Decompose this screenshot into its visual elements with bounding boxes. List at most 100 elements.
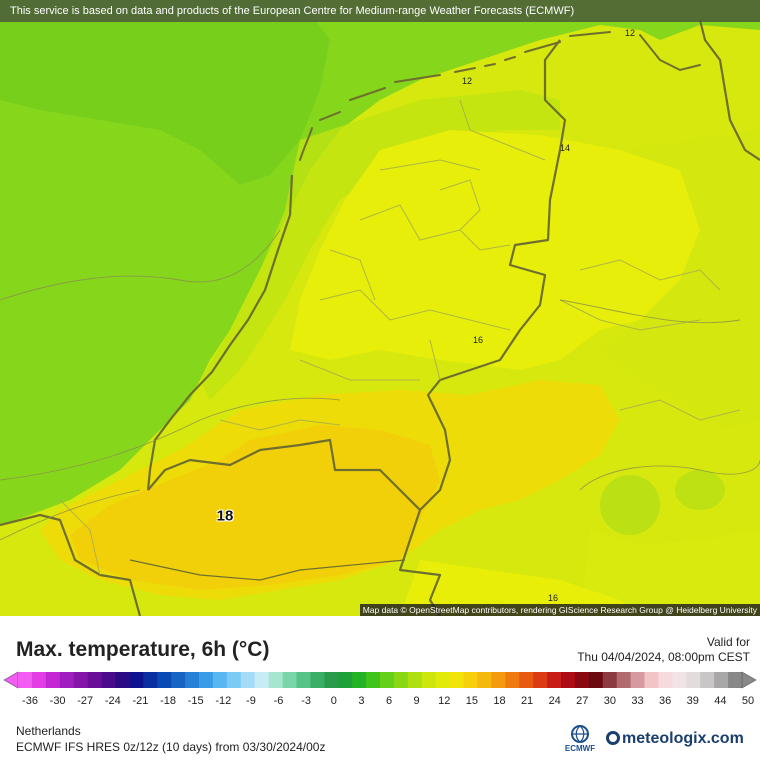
valid-for-label: Valid for [706,635,750,649]
scale-tick-label: -3 [301,695,312,707]
scale-swatch [254,672,270,688]
scale-tick-label: -18 [160,695,177,707]
ecmwf-logo: ECMWF [560,722,600,756]
scale-swatch [115,672,130,688]
scale-tick-label: -15 [187,695,204,707]
scale-swatch [157,672,172,688]
scale-swatch [505,672,520,688]
scale-swatch [728,672,743,688]
scale-swatch [449,672,464,688]
scale-tick-label: 44 [714,695,727,707]
scale-arrow-low [3,671,19,689]
scale-swatch [630,672,645,688]
scale-swatch [87,672,102,688]
scale-tick-label: 30 [603,695,617,707]
scale-swatch [407,672,423,688]
scale-swatch [171,672,186,688]
scale-swatch [338,672,353,688]
scale-swatch [561,672,576,688]
scale-swatch [101,672,116,688]
scale-arrow-high [741,671,757,689]
scale-swatch [574,672,590,688]
legend-title: Max. temperature, 6h (°C) [16,638,270,661]
scale-tick-label: 21 [520,695,534,707]
scale-swatch [226,672,242,688]
scale-swatch [45,672,61,688]
meteologix-brand[interactable]: meteologix.com [606,730,744,748]
scale-swatch [129,672,144,688]
scale-swatch [672,672,687,688]
forecast-map[interactable]: This service is based on data and produc… [0,0,760,616]
scale-swatch [658,672,673,688]
scale-tick-label: -36 [22,695,38,707]
scale-swatch [296,672,311,688]
isotherm-label: 12 [624,28,636,38]
scale-swatch [435,672,451,688]
scale-tick-label: 12 [438,695,451,707]
scale-swatch [533,672,548,688]
scale-tick-label: -6 [273,695,284,707]
scale-swatch [421,672,437,688]
scale-tick-label: -30 [49,695,66,707]
scale-tick-label: 18 [493,695,506,707]
ecmwf-globe-icon [571,725,589,743]
scale-tick-label: 36 [659,695,672,707]
ecmwf-logo-text: ECMWF [564,744,596,753]
scale-swatch [519,672,534,688]
isotherm-label: 16 [472,335,484,345]
map-attribution[interactable]: Map data © OpenStreetMap contributors, r… [359,604,760,616]
scale-swatch [268,672,283,688]
isotherm-label: 16 [547,593,559,603]
scale-swatch [644,672,659,688]
scale-swatch [491,672,506,688]
color-scale-bar [3,671,757,689]
scale-swatch [18,672,33,688]
scale-swatch [185,672,200,688]
scale-tick-label: 15 [465,695,478,707]
meteologix-logo-icon [606,731,620,745]
scale-swatch [477,672,492,688]
scale-tick-label: 9 [413,695,420,707]
scale-swatch [700,672,715,688]
scale-swatch [547,672,562,688]
isotherm-label: 12 [461,76,473,86]
scale-tick-label: 3 [358,695,365,707]
scale-swatch [393,672,409,688]
scale-swatch [714,672,729,688]
scale-swatch [240,672,256,688]
isotherm-label: 14 [559,143,571,153]
scale-swatch [602,672,618,688]
scale-tick-label: -9 [246,695,256,707]
ecmwf-disclaimer-banner: This service is based on data and produc… [0,0,760,22]
scale-swatch [463,672,478,688]
scale-tick-label: -27 [77,695,94,707]
scale-tick-label: 33 [631,695,644,707]
scale-swatch [282,672,297,688]
region-name: Netherlands [16,724,81,738]
meteologix-brand-text: meteologix.com [622,730,744,747]
scale-tick-label: -12 [215,695,232,707]
scale-tick-label: 27 [576,695,589,707]
temperature-field [0,0,760,616]
scale-swatch [31,672,47,688]
scale-tick-label: 50 [741,695,755,707]
scale-tick-label: 6 [385,695,393,707]
scale-swatch [143,672,158,688]
scale-swatch [310,672,325,688]
scale-swatch [380,672,395,688]
scale-tick-label: -24 [104,695,121,707]
isotherm-label: 18 [216,507,234,525]
scale-tick-label: -21 [132,695,149,707]
scale-swatch [59,672,75,688]
scale-swatch [212,672,228,688]
scale-tick-label: 39 [686,695,699,707]
scale-swatch [73,672,89,688]
scale-swatch [588,672,604,688]
scale-swatch [199,672,214,688]
scale-swatch [324,672,339,688]
valid-time: Thu 04/04/2024, 08:00pm CEST [577,650,750,664]
scale-tick-label: 24 [548,695,561,707]
scale-swatch [352,672,367,688]
color-scale-ticks: -36 -30 -27 -24 -21 -18 -15 -12 -9 -6 -3 0 3 6 9 12 15 18… [0,695,760,711]
scale-swatch [366,672,381,688]
